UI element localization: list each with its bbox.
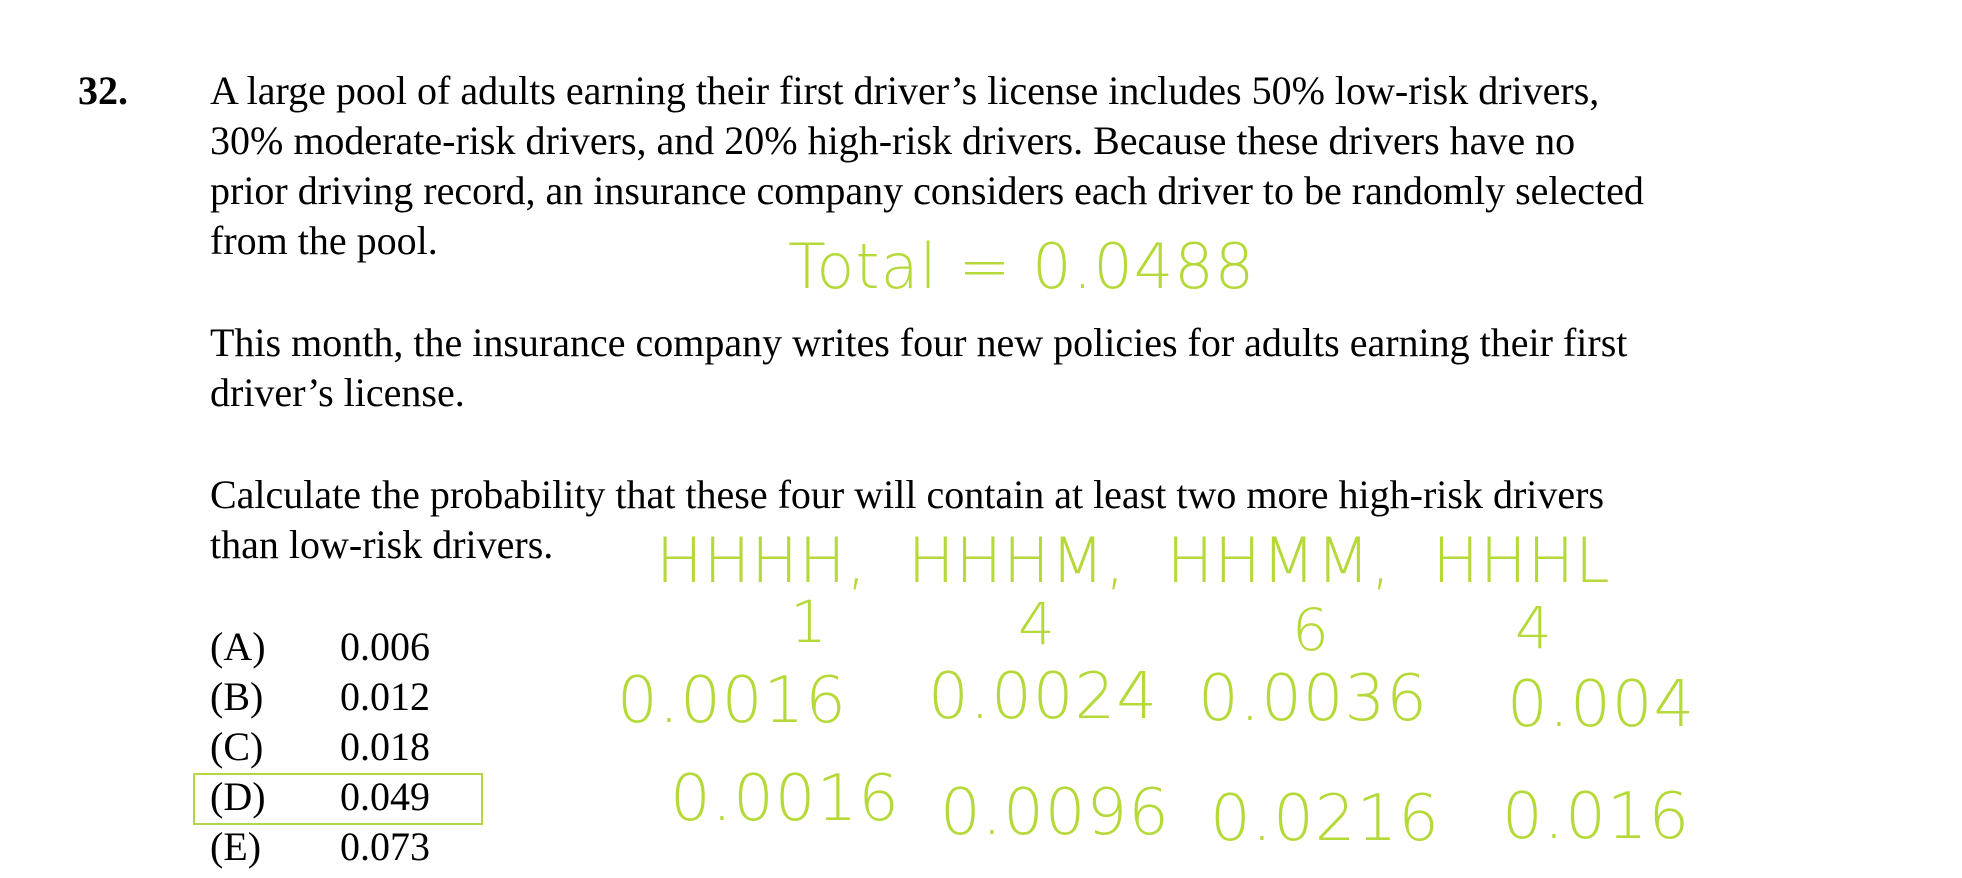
choice-d[interactable]: (D) 0.049 <box>210 772 510 822</box>
choice-value: 0.049 <box>340 774 430 819</box>
text-line: prior driving record, an insurance compa… <box>210 168 1644 213</box>
choice-label: (E) <box>210 824 262 869</box>
text-line: This month, the insurance company writes… <box>210 320 1628 365</box>
choice-e[interactable]: (E) 0.073 <box>210 822 510 872</box>
handwritten-probability: 0.0036 <box>1198 662 1428 736</box>
handwritten-count: 1 <box>790 588 828 656</box>
choice-label: (B) <box>210 674 264 719</box>
question-paragraph-2: This month, the insurance company writes… <box>210 318 1830 418</box>
choice-value: 0.012 <box>340 674 430 719</box>
handwritten-count: 4 <box>1515 594 1553 662</box>
text-line: Calculate the probability that these fou… <box>210 472 1605 517</box>
question-paragraph-3: Calculate the probability that these fou… <box>210 470 1830 570</box>
handwritten-weighted-probability: 0.0216 <box>1210 782 1440 856</box>
handwritten-probability: 0.004 <box>1507 668 1696 742</box>
handwritten-probability: 0.0024 <box>928 660 1158 734</box>
choice-label: (A) <box>210 624 266 669</box>
choice-label: (C) <box>210 724 264 769</box>
handwritten-combinations: HHHH, HHHM, HHMM, HHHL <box>656 524 1611 597</box>
text-line: from the pool. <box>210 218 438 263</box>
selected-answer-box <box>193 773 483 825</box>
choice-value: 0.073 <box>340 824 430 869</box>
choice-b[interactable]: (B) 0.012 <box>210 672 510 722</box>
text-line: than low-risk drivers. <box>210 522 554 567</box>
handwritten-weighted-probability: 0.0016 <box>670 762 900 836</box>
choice-value: 0.006 <box>340 624 430 669</box>
choice-value: 0.018 <box>340 724 430 769</box>
handwritten-total: Total = 0.0488 <box>788 230 1256 303</box>
choice-a[interactable]: (A) 0.006 <box>210 622 510 672</box>
text-line: A large pool of adults earning their fir… <box>210 68 1600 113</box>
handwritten-count: 4 <box>1018 590 1056 658</box>
question-number: 32. <box>78 68 128 113</box>
question-paragraph-1: A large pool of adults earning their fir… <box>210 66 1830 266</box>
text-line: 30% moderate-risk drivers, and 20% high-… <box>210 118 1576 163</box>
handwritten-weighted-probability: 0.016 <box>1502 780 1691 854</box>
handwritten-weighted-probability: 0.0096 <box>940 776 1170 850</box>
choice-c[interactable]: (C) 0.018 <box>210 722 510 772</box>
choice-label: (D) <box>210 774 266 819</box>
answer-choices: (A) 0.006 (B) 0.012 (C) 0.018 (D) 0.049 … <box>210 622 510 872</box>
handwritten-count: 6 <box>1292 596 1330 664</box>
text-line: driver’s license. <box>210 370 465 415</box>
handwritten-probability: 0.0016 <box>617 664 847 738</box>
